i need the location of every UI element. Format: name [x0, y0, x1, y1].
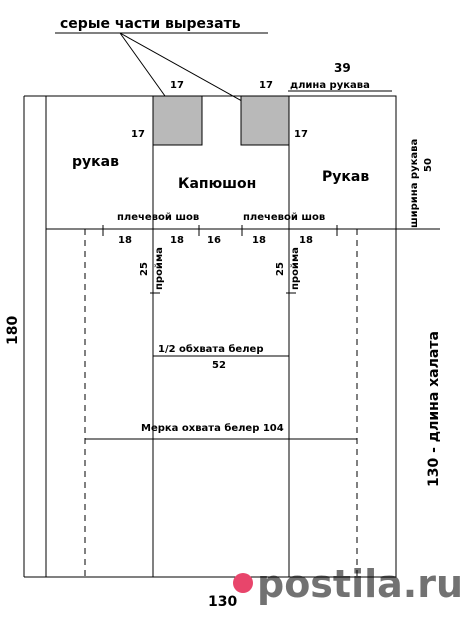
- watermark-logo-icon: [233, 573, 253, 593]
- hip-full-label: Мерка охвата белер 104: [141, 422, 284, 434]
- callout-text: серые части вырезать: [60, 16, 241, 32]
- cut-left-width: 17: [170, 80, 184, 91]
- sleeve-width-label: ширина рукава: [409, 139, 420, 228]
- robe-length-label: 130 - длина халата: [426, 331, 442, 487]
- cut-square-left: [152, 95, 203, 146]
- bottom-width-label: 130: [208, 594, 237, 610]
- sleeve-length-value: 39: [334, 61, 351, 75]
- watermark: postila.ru: [233, 562, 463, 606]
- cut-right-width: 17: [259, 80, 273, 91]
- armhole-left-label: пройма: [154, 247, 165, 290]
- cut-right-height: 17: [294, 129, 308, 140]
- hip-half-value: 52: [212, 360, 226, 371]
- sleeve-length-label: длина рукава: [290, 80, 370, 91]
- hood-label: Капюшон: [178, 176, 256, 192]
- armhole-left-value: 25: [139, 262, 150, 276]
- callout-pointer-right: [119, 32, 259, 111]
- sleeve-right-label: Рукав: [322, 169, 369, 185]
- armhole-right-label: пройма: [290, 247, 301, 290]
- sleeve-width-value: 50: [423, 158, 434, 172]
- shoulder-seg-2: 18: [170, 235, 184, 246]
- hip-half-label: 1/2 обхвата белер: [158, 343, 263, 355]
- cut-left-height: 17: [131, 129, 145, 140]
- pattern-outline: [45, 95, 397, 578]
- shoulder-seg-1: 18: [118, 235, 132, 246]
- shoulder-seg-3: 16: [207, 235, 221, 246]
- total-height-label: 180: [5, 316, 21, 345]
- sleeve-left-label: рукав: [72, 154, 119, 170]
- shoulder-left-label: плечевой шов: [117, 212, 199, 223]
- shoulder-seg-4: 18: [252, 235, 266, 246]
- armhole-right-value: 25: [275, 262, 286, 276]
- watermark-text: postila.ru: [257, 562, 463, 606]
- cut-square-right: [240, 95, 290, 146]
- shoulder-right-label: плечевой шов: [243, 212, 325, 223]
- shoulder-seg-5: 18: [299, 235, 313, 246]
